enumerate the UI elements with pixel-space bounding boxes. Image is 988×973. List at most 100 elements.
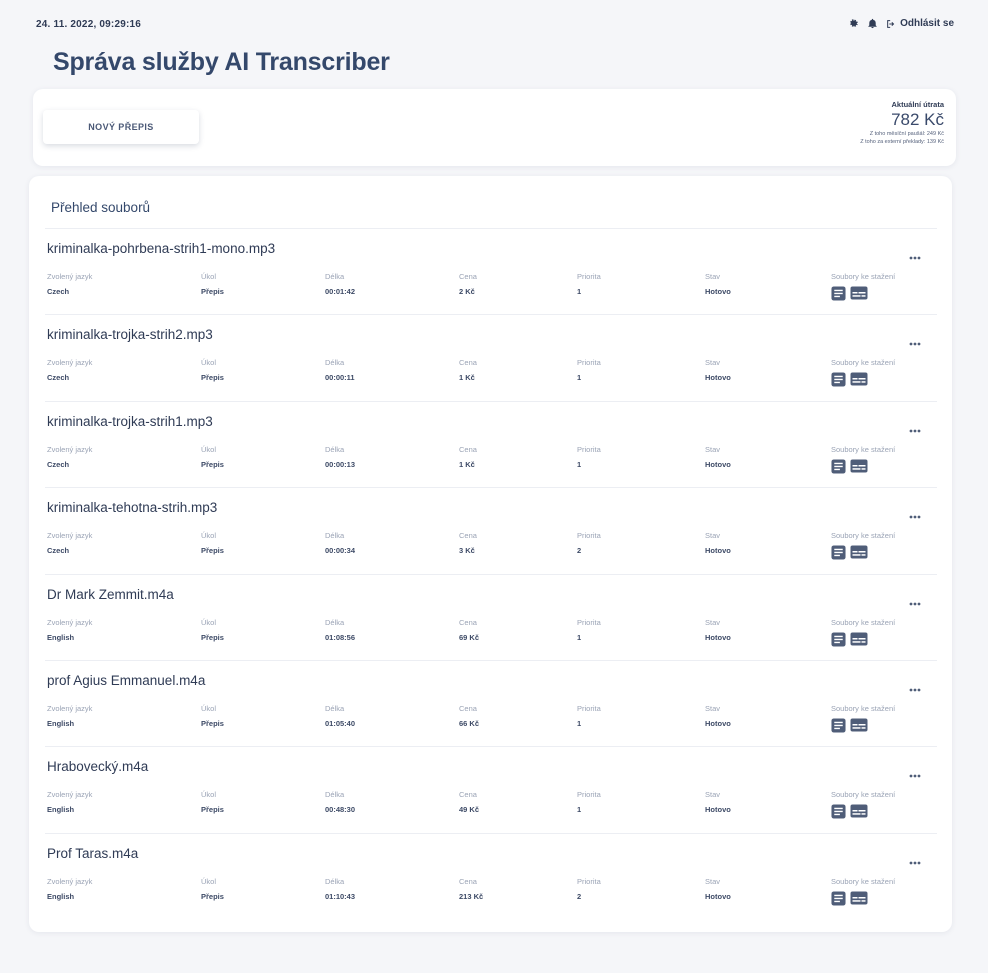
subtitles-icon[interactable] [850,545,868,565]
field-priority: Priorita 1 [577,358,601,382]
field-value: Přepis [201,459,224,469]
field-value: 00:01:42 [325,287,356,296]
file-row: prof Agius Emmanuel.m4a Zvolený jazyk Engl… [45,660,937,747]
download-icons [831,286,895,306]
subtitles-icon[interactable] [850,891,868,911]
field-label: Stav [705,444,721,454]
field-value: 1 Kč [459,459,475,469]
field-status: Stav Hotovo [705,704,731,728]
file-row: Dr Mark Zemmit.m4a Zvolený jazyk English Úk… [45,573,937,661]
field-task: Úkol Přepis [201,531,224,555]
summary-card: NOVÝ PŘEPIS Aktuální útrata 782 Kč Z toh… [33,89,956,166]
field-label: Priorita [577,358,601,368]
field-value: Přepis [201,632,224,642]
field-label: Délka [325,790,345,800]
field-value: English [47,719,75,728]
subtitles-icon[interactable] [850,372,868,392]
new-transcript-button[interactable]: NOVÝ PŘEPIS [43,110,199,144]
field-priority: Priorita 1 [577,790,601,814]
external-translations-cost: Z toho za externí překlady: 139 Kč [860,139,944,145]
subtitles-icon[interactable] [850,632,868,652]
document-icon[interactable] [831,718,846,738]
bell-icon[interactable] [867,18,878,29]
more-icon[interactable] [909,506,921,524]
field-label: Stav [705,531,721,541]
field-value: English [47,632,75,642]
field-label: Zvolený jazyk [47,444,93,454]
subtitles-icon[interactable] [850,804,868,824]
field-length: Délka 00:48:30 [325,790,355,814]
field-status: Stav Hotovo [705,531,731,555]
more-icon[interactable] [909,247,921,265]
file-name: Dr Mark Zemmit.m4a [47,586,174,602]
field-value: 00:48:30 [325,805,356,815]
current-spending: Aktuální útrata 782 Kč Z toho měsíční pa… [860,100,944,145]
field-label: Cena [459,617,477,627]
field-value: 1 [577,459,582,469]
field-value: Hotovo [705,373,731,383]
more-icon[interactable] [909,765,921,783]
field-value: Přepis [201,891,224,901]
field-value: Hotovo [705,546,731,556]
document-icon[interactable] [831,459,846,479]
field-value: 213 Kč [459,891,484,901]
logout-icon [887,19,895,28]
field-price: Cena 1 Kč [459,358,477,382]
field-language: Zvolený jazyk Czech [47,445,92,469]
field-label: Délka [325,272,345,281]
file-row: Hrabovecký.m4a Zvolený jazyk English Úkol Př… [45,746,937,833]
subtitles-icon[interactable] [850,718,868,738]
more-icon[interactable] [909,679,921,697]
field-task: Úkol Přepis [201,272,224,296]
field-status: Stav Hotovo [705,877,731,901]
subtitles-icon[interactable] [850,459,868,479]
file-name: kriminalka-trojka-strih1.mp3 [47,413,213,429]
file-row: kriminalka-trojka-strih1.mp3 Zvolený jazy… [45,400,937,488]
more-icon[interactable] [909,333,921,351]
document-icon[interactable] [831,372,846,392]
field-label: Priorita [577,876,601,886]
document-icon[interactable] [831,286,846,306]
field-label: Soubory ke stažení [831,790,896,800]
logout-link[interactable]: Odhlásit se [886,18,954,29]
file-row: kriminalka-trojka-strih2.mp3 Zvolený jazy… [45,314,937,401]
field-value: 00:00:13 [325,459,356,469]
file-name: kriminalka-trojka-strih2.mp3 [47,327,213,343]
file-row: Prof Taras.m4a Zvolený jazyk English Úkol Př… [45,832,937,920]
field-label: Cena [459,272,477,281]
field-downloads: Soubory ke stažení [831,272,895,306]
file-row: kriminalka-pohrbena-strih1-mono.mp3 Zvole… [45,228,937,315]
document-icon[interactable] [831,545,846,565]
field-value: 2 [577,891,582,901]
field-label: Stav [705,617,721,627]
document-icon[interactable] [831,632,846,652]
subtitles-icon[interactable] [850,286,868,306]
field-label: Soubory ke stažení [831,617,896,627]
field-status: Stav Hotovo [705,272,731,296]
field-label: Úkol [201,617,217,627]
field-label: Zvolený jazyk [47,358,93,368]
download-icons [831,891,895,911]
field-label: Zvolený jazyk [47,790,93,800]
field-status: Stav Hotovo [705,618,731,642]
field-label: Zvolený jazyk [47,617,93,627]
field-label: Priorita [577,444,601,454]
field-label: Cena [459,704,477,713]
document-icon[interactable] [831,804,846,824]
field-value: Czech [47,287,70,296]
document-icon[interactable] [831,891,846,911]
more-icon[interactable] [909,420,921,438]
current-datetime: 24. 11. 2022, 09:29:16 [36,19,142,30]
field-value: Czech [47,546,70,556]
field-value: Přepis [201,287,224,296]
more-icon[interactable] [909,852,921,870]
more-icon[interactable] [909,593,921,611]
field-label: Délka [325,531,345,541]
gear-icon[interactable] [848,18,859,29]
field-language: Zvolený jazyk Czech [47,272,92,296]
field-label: Úkol [201,876,217,886]
field-priority: Priorita 1 [577,272,601,296]
field-label: Délka [325,876,345,886]
file-name: kriminalka-pohrbena-strih1-mono.mp3 [47,241,276,256]
field-label: Délka [325,444,345,454]
